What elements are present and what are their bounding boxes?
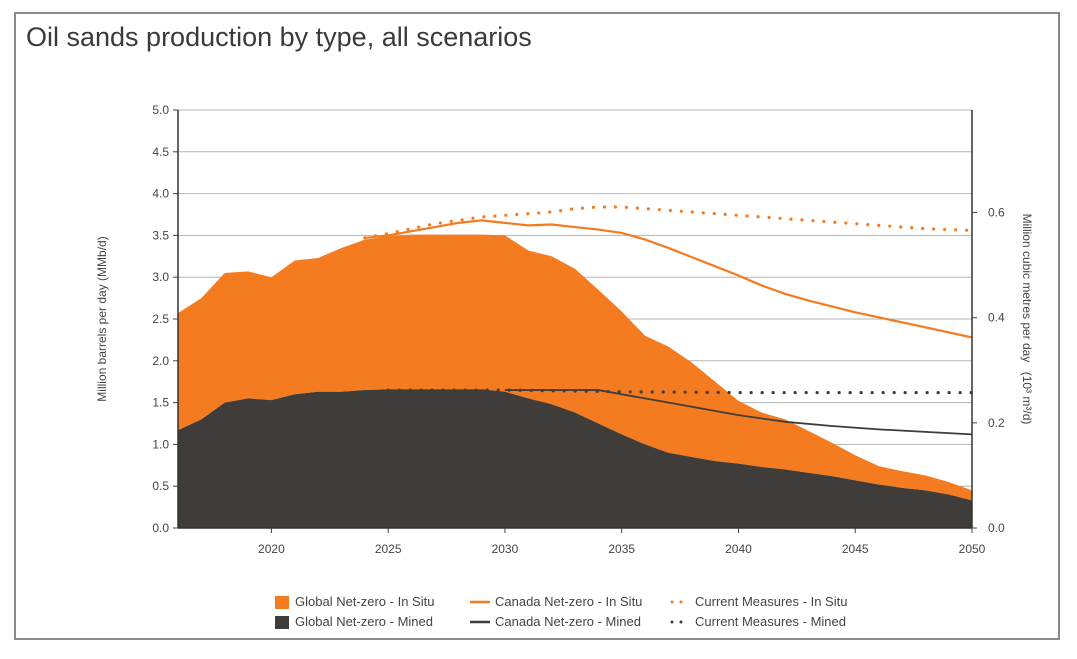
y-tick-label: 5.0 (152, 103, 169, 117)
y-right-axis-label: Million cubic metres per day (10³ m³/d) (1020, 214, 1034, 425)
area-global-net-zero-in-situ (178, 234, 972, 501)
y-tick-label: 4.5 (152, 145, 169, 159)
x-tick-label: 2040 (725, 542, 752, 556)
y-right-tick-label: 0.2 (988, 416, 1005, 430)
y-tick-label: 1.0 (152, 437, 169, 451)
x-tick-label: 2035 (608, 542, 635, 556)
y-tick-label: 4.0 (152, 187, 169, 201)
legend: Global Net-zero - In Situ Global Net-zero… (275, 594, 847, 629)
legend-label: Canada Net-zero - Mined (495, 614, 641, 629)
y-tick-label: 3.5 (152, 228, 169, 242)
y-right-tick-label: 0.4 (988, 311, 1005, 325)
y-tick-label: 0.5 (152, 479, 169, 493)
axes (173, 109, 977, 533)
legend-label: Current Measures - Mined (695, 614, 846, 629)
y-right-tick-label: 0.0 (988, 521, 1005, 535)
legend-item: Current Measures - Mined (670, 614, 846, 629)
x-tick-labels: 2020 2025 2030 2035 2040 2045 2050 (258, 542, 986, 556)
y-tick-label: 2.0 (152, 354, 169, 368)
area-global-net-zero-mined (178, 389, 972, 528)
legend-item: Global Net-zero - Mined (275, 614, 433, 629)
y-tick-label: 0.0 (152, 521, 169, 535)
legend-item: Global Net-zero - In Situ (275, 594, 434, 609)
y-tick-labels: 0.0 0.5 1.0 1.5 2.0 2.5 3.0 3.5 4.0 4.5 5.0 (152, 103, 169, 535)
line-canada-net-zero-in-situ (364, 219, 973, 339)
legend-label: Global Net-zero - Mined (295, 614, 433, 629)
legend-item: Canada Net-zero - In Situ (470, 594, 642, 609)
x-tick-label: 2045 (842, 542, 869, 556)
x-tick-label: 2020 (258, 542, 285, 556)
legend-swatch (275, 596, 289, 609)
legend-item: Canada Net-zero - Mined (470, 614, 641, 629)
legend-label: Global Net-zero - In Situ (295, 594, 434, 609)
line-canada-net-zero-mined (504, 389, 973, 436)
y-right-tick-labels: 0.0 0.2 0.4 0.6 (988, 206, 1005, 535)
x-tick-label: 2050 (959, 542, 986, 556)
legend-label: Current Measures - In Situ (695, 594, 847, 609)
y-axis-label: Million barrels per day (MMb/d) (95, 236, 109, 401)
line-series (363, 205, 974, 436)
legend-item: Current Measures - In Situ (670, 594, 847, 609)
legend-label: Canada Net-zero - In Situ (495, 594, 642, 609)
x-tick-label: 2030 (492, 542, 519, 556)
y-tick-label: 1.5 (152, 396, 169, 410)
y-right-tick-label: 0.6 (988, 206, 1005, 220)
y-tick-label: 3.0 (152, 270, 169, 284)
y-tick-label: 2.5 (152, 312, 169, 326)
area-series (178, 234, 972, 528)
legend-swatch (275, 616, 289, 629)
x-tick-label: 2025 (375, 542, 402, 556)
y-right-axis-label-unit: (10³ m³/d) (1020, 372, 1034, 425)
y-right-axis-label-main: Million cubic metres per day (1020, 214, 1034, 363)
chart-title: Oil sands production by type, all scenar… (26, 22, 532, 52)
